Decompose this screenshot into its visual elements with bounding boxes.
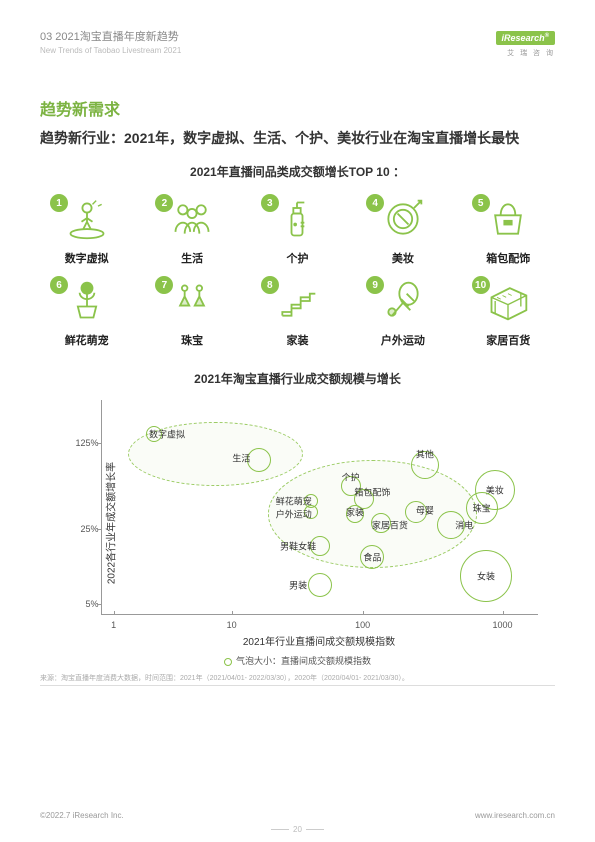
rank-badge: 10: [472, 276, 490, 294]
category-item: 1 数字虚拟: [40, 192, 133, 266]
footer-url: www.iresearch.com.cn: [475, 811, 555, 820]
page-footer: ©2022.7 iResearch Inc. www.iresearch.com…: [40, 811, 555, 820]
x-tick-label: 1: [111, 620, 116, 630]
section-label-en: New Trends of Taobao Livestream 2021: [40, 46, 181, 55]
page-number: 20: [0, 825, 595, 834]
source-note: 来源：淘宝直播年度消费大数据，时间范围：2021年（2021/04/01- 20…: [40, 673, 555, 686]
category-label: 户外运动: [356, 332, 449, 348]
category-item: 4美妆: [356, 192, 449, 266]
category-item: 7珠宝: [145, 274, 238, 348]
category-item: 10 家居百货: [462, 274, 555, 348]
chart-bubble-label: 消电: [455, 518, 473, 531]
copyright: ©2022.7 iResearch Inc.: [40, 811, 124, 820]
chart-bubble-label: 母婴: [416, 503, 434, 516]
chart-bubble-label: 男装: [289, 578, 307, 591]
legend-bubble-icon: [224, 658, 232, 666]
y-tick-label: 5%: [73, 599, 99, 609]
chart-bubble-label: 个护: [342, 471, 360, 484]
chart-bubble-label: 家装: [346, 505, 364, 518]
chart-bubble-label: 食品: [363, 550, 381, 563]
chart-bubble: [308, 573, 332, 597]
category-label: 家居百货: [462, 332, 555, 348]
section-label: 03 2021淘宝直播年度新趋势: [40, 28, 181, 44]
category-icon: [65, 197, 109, 241]
category-icon: [170, 279, 214, 323]
chart-bubble-label: 箱包配饰: [354, 486, 390, 499]
y-tick-label: 125%: [73, 438, 99, 448]
x-axis-title: 2021年行业直播间成交额规模指数: [101, 633, 538, 648]
logo-subtitle: 艾 瑞 咨 询: [496, 48, 555, 58]
rank-badge: 3: [261, 194, 279, 212]
category-icon: [381, 197, 425, 241]
chart-bubble: [247, 448, 271, 472]
chart-bubble-label: 男鞋女鞋: [280, 540, 316, 553]
category-icon: [65, 279, 109, 323]
category-icon: [486, 197, 530, 241]
category-item: 6 鲜花萌宠: [40, 274, 133, 348]
page-header: 03 2021淘宝直播年度新趋势 New Trends of Taobao Li…: [0, 0, 595, 66]
chart-title: 2021年淘宝直播行业成交额规模与增长: [40, 370, 555, 387]
chart-bubble-label: 女装: [477, 570, 495, 583]
category-icon: [170, 197, 214, 241]
title-primary: 趋势新需求: [40, 96, 555, 120]
category-item: 8 家装: [251, 274, 344, 348]
category-item: 3 个护: [251, 192, 344, 266]
logo: iResearch®: [496, 31, 555, 45]
category-icon: [381, 279, 425, 323]
rank-badge: 5: [472, 194, 490, 212]
title-secondary: 趋势新行业：2021年，数字虚拟、生活、个护、美妆行业在淘宝直播增长最快: [40, 128, 555, 149]
category-icon: [486, 279, 530, 323]
chart-plot-area: 数字虚拟生活其他个护美妆鲜花萌宠箱包配饰珠宝户外运动家装母婴家居百货消电男鞋女鞋…: [101, 400, 538, 615]
chart-bubble-label: 户外运动: [276, 507, 312, 520]
category-icon-grid: 1 数字虚拟 2生活 3 个护 4美妆 5 箱包配饰 6 鲜花萌宠 7珠宝 8 家装 9户外运动 10 家居百…: [40, 192, 555, 348]
category-label: 生活: [145, 250, 238, 266]
category-label: 家装: [251, 332, 344, 348]
category-icon: [275, 197, 319, 241]
category-label: 鲜花萌宠: [40, 332, 133, 348]
category-item: 2生活: [145, 192, 238, 266]
rank-badge: 6: [50, 276, 68, 294]
category-label: 数字虚拟: [40, 250, 133, 266]
category-label: 个护: [251, 250, 344, 266]
category-icon: [275, 279, 319, 323]
chart-bubble-label: 珠宝: [473, 501, 491, 514]
category-label: 箱包配饰: [462, 250, 555, 266]
x-tick-label: 10: [227, 620, 237, 630]
chart-bubble-label: 家居百货: [372, 518, 408, 531]
chart-bubble-label: 生活: [232, 452, 250, 465]
rank-badge: 8: [261, 276, 279, 294]
chart-bubble-label: 其他: [416, 447, 434, 460]
title-top10: 2021年直播间品类成交额增长TOP 10 ：: [40, 163, 555, 180]
y-tick-label: 25%: [73, 524, 99, 534]
chart-bubble-label: 数字虚拟: [149, 428, 185, 441]
bubble-chart: 2022各行业年成交额增长率 2021年行业直播间成交额规模指数 数字虚拟生活其…: [53, 395, 543, 650]
category-item: 5 箱包配饰: [462, 192, 555, 266]
category-label: 美妆: [356, 250, 449, 266]
rank-badge: 1: [50, 194, 68, 212]
category-label: 珠宝: [145, 332, 238, 348]
category-item: 9户外运动: [356, 274, 449, 348]
chart-legend: 气泡大小：直播间成交额规模指数: [40, 654, 555, 667]
x-tick-label: 1000: [493, 620, 513, 630]
x-tick-label: 100: [355, 620, 370, 630]
